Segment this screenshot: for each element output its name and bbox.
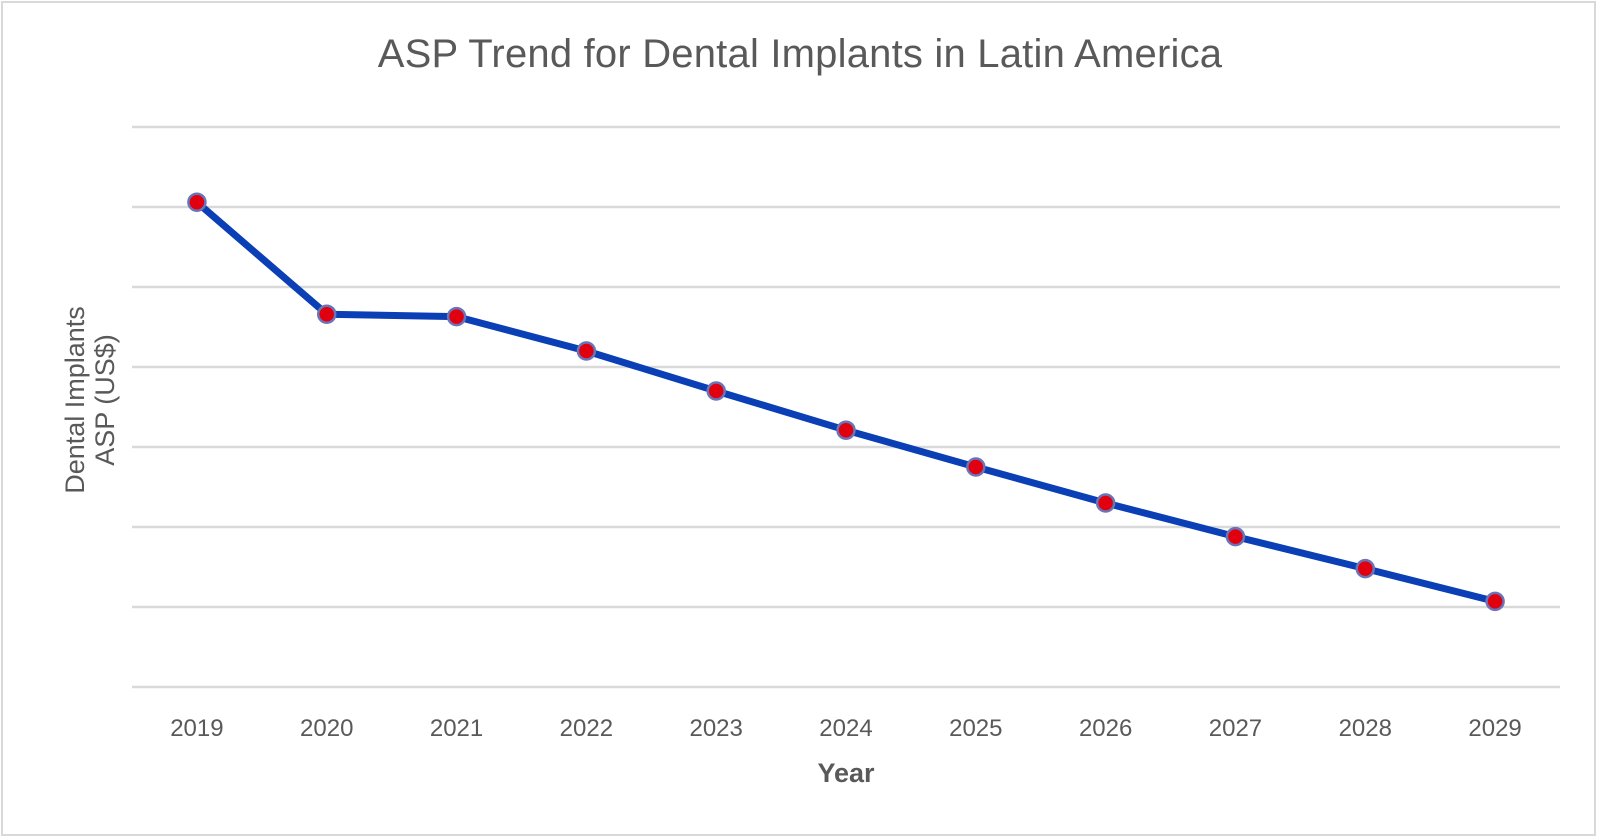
data-point-2024 <box>836 420 856 440</box>
x-tick-label-2025: 2025 <box>949 715 1002 742</box>
x-tick-label-2021: 2021 <box>430 715 483 742</box>
data-point-2026 <box>1095 493 1116 513</box>
data-point-2022 <box>576 341 597 361</box>
x-tick-label-2022: 2022 <box>560 715 613 742</box>
data-point-2021 <box>446 306 467 327</box>
x-tick-label-2019: 2019 <box>170 715 223 742</box>
data-point-2025 <box>966 457 986 477</box>
chart-title: ASP Trend for Dental Implants in Latin A… <box>377 32 1223 76</box>
x-tick-label-2024: 2024 <box>819 715 872 742</box>
x-axis-label: Year <box>817 758 875 788</box>
gridlines <box>132 125 1560 689</box>
data-point-2023 <box>706 381 726 401</box>
data-point-2020 <box>316 304 337 324</box>
x-tick-label-2026: 2026 <box>1079 715 1132 742</box>
x-tick-label-2027: 2027 <box>1209 715 1262 742</box>
x-tick-label-2023: 2023 <box>689 715 742 742</box>
series-line <box>193 198 1499 605</box>
data-point-2029 <box>1485 591 1505 612</box>
data-point-2027 <box>1225 526 1246 547</box>
data-point-2028 <box>1355 558 1376 579</box>
x-tick-labels: 2019 2020 2021 2022 2023 2024 2025 2026 2027 2028… <box>170 715 1522 742</box>
series-line-group <box>193 198 1499 605</box>
x-tick-label-2020: 2020 <box>300 715 353 742</box>
x-tick-label-2029: 2029 <box>1468 715 1521 742</box>
series-markers <box>187 192 1505 612</box>
x-tick-label-2028: 2028 <box>1339 715 1392 742</box>
data-point-2019 <box>187 192 207 212</box>
